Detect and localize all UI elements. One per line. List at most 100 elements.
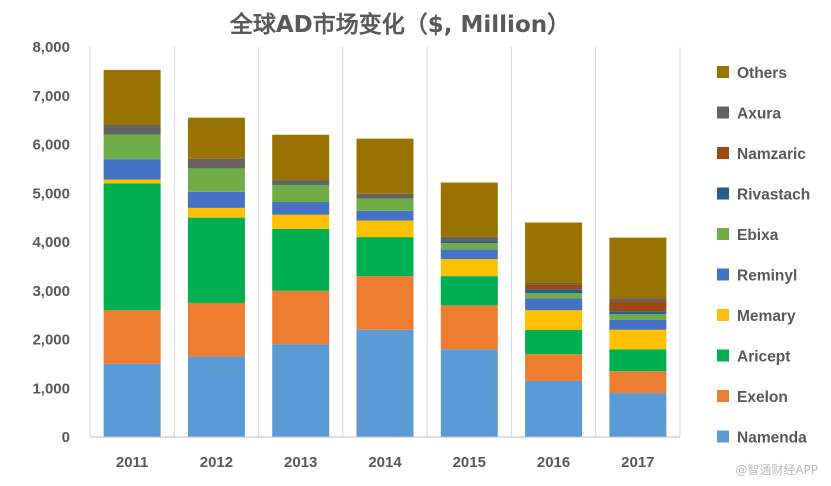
bar-segment-reminyl bbox=[103, 159, 161, 180]
bar-segment-memary bbox=[103, 179, 161, 184]
bar-segment-ebixa bbox=[103, 134, 161, 160]
bar-segment-reminyl bbox=[356, 210, 414, 221]
x-tick-label: 2012 bbox=[200, 454, 233, 471]
bar-segment-ebixa bbox=[440, 242, 498, 250]
bars bbox=[103, 69, 667, 437]
bar-segment-namenda bbox=[440, 349, 498, 437]
bar-segment-memary bbox=[609, 329, 667, 350]
legend-swatch bbox=[717, 187, 729, 200]
bar-segment-aricept bbox=[187, 217, 245, 303]
legend-item-aricept: Aricept bbox=[717, 349, 790, 366]
legend-item-namzaric: Namzaric bbox=[717, 146, 806, 163]
legend-item-others: Others bbox=[717, 65, 787, 82]
x-tick-label: 2015 bbox=[453, 454, 486, 471]
bar-segment-axura bbox=[525, 282, 583, 285]
legend-item-namenda: Namenda bbox=[717, 430, 807, 447]
legend-swatch bbox=[717, 66, 729, 78]
bar-segment-axura bbox=[609, 298, 667, 302]
bar-segment-reminyl bbox=[525, 298, 583, 311]
bar-segment-aricept bbox=[272, 228, 330, 291]
y-tick-label: 4,000 bbox=[32, 234, 70, 251]
legend-swatch bbox=[717, 430, 729, 443]
legend-label: Ebixa bbox=[737, 227, 779, 244]
bar-segment-aricept bbox=[356, 237, 414, 277]
bar-segment-reminyl bbox=[187, 191, 245, 208]
legend-item-rivastach: Rivastach bbox=[717, 187, 810, 204]
bar-segment-axura bbox=[356, 193, 414, 199]
legend-label: Namenda bbox=[737, 430, 807, 447]
gridlines bbox=[89, 47, 681, 437]
legend-item-exelon: Exelon bbox=[717, 389, 788, 406]
bar-segment-others bbox=[272, 134, 330, 181]
y-tick-label: 5,000 bbox=[32, 185, 70, 202]
bar-segment-namenda bbox=[103, 363, 161, 437]
bar-segment-others bbox=[103, 69, 161, 125]
legend: Others Axura Namzaric Rivastach Ebixa Reminyl… bbox=[717, 65, 810, 447]
y-tick-label: 8,000 bbox=[32, 39, 70, 56]
bar-segment-exelon bbox=[272, 290, 330, 345]
bar-segment-rivastach bbox=[609, 311, 667, 315]
bar-segment-others bbox=[609, 237, 667, 299]
bar-segment-ebixa bbox=[356, 198, 414, 211]
x-tick-label: 2011 bbox=[116, 454, 149, 471]
bar-segment-aricept bbox=[609, 349, 667, 372]
bar-segment-ebixa bbox=[272, 184, 330, 203]
legend-label: Namzaric bbox=[737, 146, 806, 163]
legend-swatch bbox=[717, 309, 729, 321]
chart-title: 全球AD市场变化（$, Million） bbox=[229, 11, 570, 38]
bar-segment-ebixa bbox=[525, 293, 583, 299]
y-axis: 0 1,000 2,000 3,000 4,000 5,000 6,000 7,000 8,00… bbox=[32, 39, 70, 446]
bar-segment-ebixa bbox=[187, 168, 245, 192]
legend-swatch bbox=[717, 349, 729, 362]
legend-swatch bbox=[717, 147, 729, 159]
bar-segment-axura bbox=[103, 125, 161, 135]
bar-segment-exelon bbox=[609, 371, 667, 394]
legend-label: Exelon bbox=[737, 389, 788, 406]
y-tick-label: 3,000 bbox=[32, 283, 70, 300]
bar-segment-memary bbox=[440, 259, 498, 277]
bar-segment-others bbox=[525, 222, 583, 283]
legend-item-ebixa: Ebixa bbox=[717, 227, 779, 244]
legend-label: Others bbox=[737, 65, 787, 82]
bar-segment-exelon bbox=[103, 310, 161, 364]
legend-label: Axura bbox=[737, 106, 781, 123]
bar-segment-namenda bbox=[609, 393, 667, 437]
legend-item-memary: Memary bbox=[717, 308, 796, 325]
bar-segment-exelon bbox=[525, 354, 583, 381]
bar-segment-reminyl bbox=[609, 320, 667, 330]
bar-segment-aricept bbox=[525, 329, 583, 355]
y-tick-label: 2,000 bbox=[32, 332, 70, 349]
bar-segment-reminyl bbox=[272, 202, 330, 215]
x-tick-label: 2017 bbox=[621, 454, 654, 471]
bar-segment-others bbox=[356, 138, 414, 194]
bar-segment-rivastach bbox=[440, 241, 498, 243]
y-tick-label: 7,000 bbox=[32, 88, 70, 105]
bar-segment-others bbox=[440, 182, 498, 237]
legend-swatch bbox=[717, 106, 729, 119]
bar-segment-memary bbox=[525, 310, 583, 330]
bar-segment-ebixa bbox=[609, 314, 667, 320]
bar-segment-memary bbox=[187, 207, 245, 218]
bar-segment-memary bbox=[272, 214, 330, 229]
bar-segment-namzaric bbox=[525, 284, 583, 290]
bar-segment-axura bbox=[187, 158, 245, 169]
x-tick-label: 2014 bbox=[368, 454, 402, 471]
bar-segment-exelon bbox=[187, 302, 245, 357]
bar-segment-namenda bbox=[356, 329, 414, 437]
watermark: @智通财经APP bbox=[735, 462, 818, 477]
legend-label: Rivastach bbox=[737, 187, 810, 204]
bar-segment-namenda bbox=[272, 344, 330, 437]
y-tick-label: 6,000 bbox=[32, 137, 70, 154]
bar-segment-axura bbox=[440, 236, 498, 242]
x-tick-label: 2016 bbox=[537, 454, 570, 471]
legend-item-reminyl: Reminyl bbox=[717, 268, 797, 285]
bar-segment-reminyl bbox=[440, 249, 498, 260]
legend-swatch bbox=[717, 390, 729, 402]
legend-label: Memary bbox=[737, 308, 796, 325]
y-tick-label: 1,000 bbox=[32, 380, 70, 397]
x-tick-label: 2013 bbox=[284, 454, 317, 471]
bar-segment-exelon bbox=[356, 276, 414, 330]
bar-segment-aricept bbox=[440, 276, 498, 306]
legend-swatch bbox=[717, 228, 729, 240]
